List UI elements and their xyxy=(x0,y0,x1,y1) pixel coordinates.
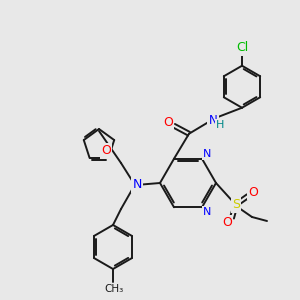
Text: H: H xyxy=(216,120,224,130)
Text: O: O xyxy=(163,116,173,129)
Text: CH₃: CH₃ xyxy=(104,284,124,294)
Text: N: N xyxy=(203,149,211,159)
Text: O: O xyxy=(248,185,258,199)
Text: N: N xyxy=(203,207,211,217)
Text: N: N xyxy=(208,114,217,127)
Text: Cl: Cl xyxy=(236,41,248,54)
Text: S: S xyxy=(232,199,240,212)
Text: N: N xyxy=(132,178,142,191)
Text: O: O xyxy=(222,217,232,230)
Text: O: O xyxy=(101,145,111,158)
